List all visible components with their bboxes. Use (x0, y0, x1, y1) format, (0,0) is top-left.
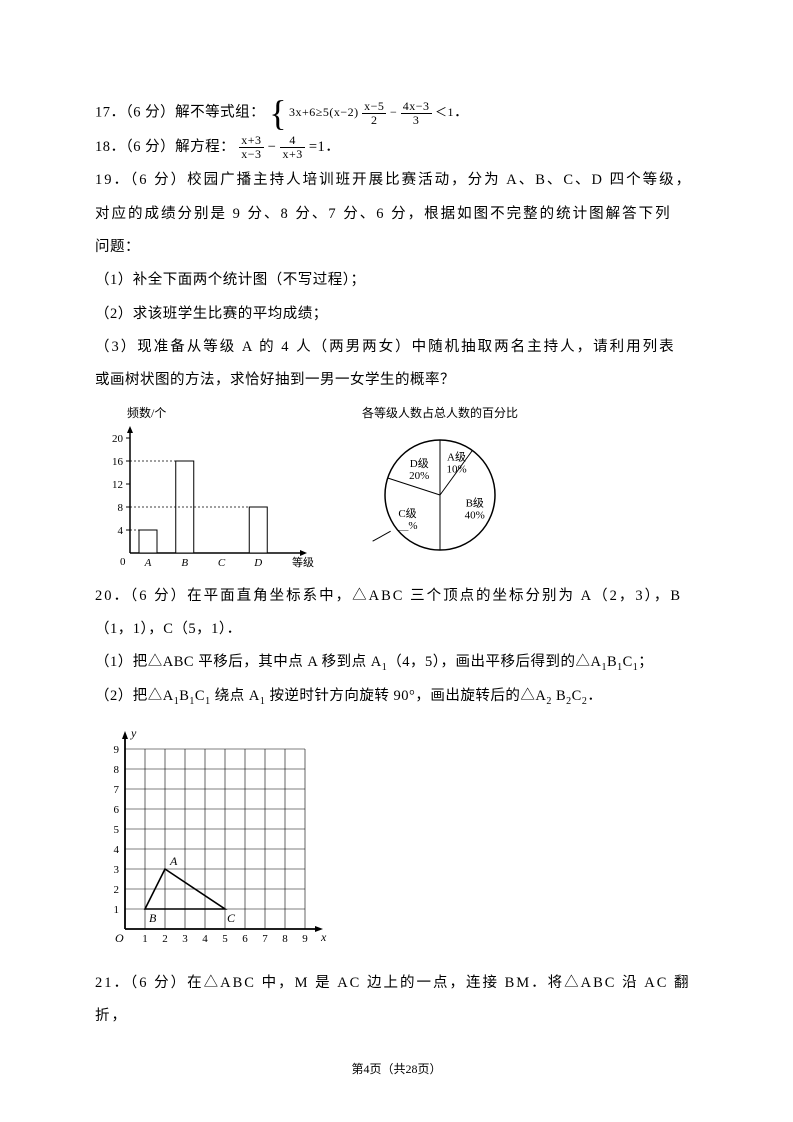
q19-s2: （2）求该班学生比赛的平均成绩； (95, 298, 698, 331)
svg-text:3: 3 (114, 864, 120, 876)
coord-grid: 1 1 2 2 3 3 4 4 5 5 6 6 7 7 8 8 9 9 Ox y A B C (95, 719, 698, 959)
pie-chart-svg: A级10% B级40% C级＿% D级20% (355, 425, 525, 565)
q17-label: 17．（6 分）解不等式组： (95, 104, 265, 120)
svg-text:6: 6 (242, 933, 248, 945)
q20-l1: 20．（6 分）在平面直角坐标系中，△ABC 三个顶点的坐标分别为 A（2，3）… (95, 580, 698, 613)
svg-text:A级: A级 (447, 450, 466, 463)
q19-l2: 对应的成绩分别是 9 分、8 分、7 分、6 分，根据如图不完整的统计图解答下列 (95, 198, 698, 231)
bar-chart-svg: 4 8 12 16 20 0 A B C D 等级 (95, 423, 315, 573)
svg-text:B级: B级 (466, 496, 484, 509)
q19-s1: （1）补全下面两个统计图（不写过程）； (95, 264, 698, 297)
q17-system: 3x+6≥5(x−2) x−52 − 4x−33 ＜1 (289, 99, 454, 127)
svg-text:C级: C级 (398, 507, 416, 520)
svg-text:1: 1 (114, 904, 120, 916)
svg-text:x: x (320, 930, 327, 944)
svg-text:等级: 等级 (292, 555, 314, 569)
svg-text:B: B (181, 557, 188, 569)
svg-text:4: 4 (202, 933, 208, 945)
svg-text:4: 4 (114, 844, 120, 856)
svg-text:40%: 40% (465, 509, 485, 521)
q19-l3: 问题： (95, 231, 698, 264)
q18-label: 18．（6 分）解方程： (95, 139, 235, 155)
svg-text:5: 5 (222, 933, 228, 945)
frac: x+3x−3 (239, 134, 263, 161)
svg-text:2: 2 (162, 933, 168, 945)
q19-l1: 19．（6 分）校园广播主持人培训班开展比赛活动，分为 A、B、C、D 四个等级… (95, 164, 698, 197)
svg-text:D: D (253, 557, 262, 569)
svg-text:8: 8 (114, 764, 120, 776)
pie-title: 各等级人数占总人数的百分比 (355, 404, 525, 421)
bar-y-title: 频数/个 (127, 404, 315, 421)
frac: 4x−33 (401, 100, 432, 127)
svg-text:5: 5 (114, 824, 120, 836)
svg-text:20%: 20% (409, 470, 429, 482)
svg-text:0: 0 (120, 556, 126, 568)
grid-svg: 1 1 2 2 3 3 4 4 5 5 6 6 7 7 8 8 9 9 Ox y A B C (95, 719, 345, 954)
q20-s1: （1）把△ABC 平移后，其中点 A 移到点 A1（4，5），画出平移后得到的△… (95, 646, 698, 679)
svg-text:16: 16 (112, 456, 124, 468)
q17-row1: 3x+6≥5(x−2) (289, 105, 359, 119)
svg-text:C: C (218, 557, 226, 569)
page-footer: 第4页（共28页） (0, 1060, 793, 1077)
svg-text:C: C (227, 911, 236, 925)
svg-text:B: B (149, 911, 157, 925)
svg-text:D级: D级 (410, 457, 429, 470)
brace-icon: { (269, 95, 289, 131)
q19-s4: 或画树状图的方法，求恰好抽到一男一女学生的概率？ (95, 364, 698, 397)
pie-chart: 各等级人数占总人数的百分比 A级10% B级40% C级＿% D级20% (355, 404, 525, 570)
svg-text:＿%: ＿% (397, 520, 417, 532)
svg-text:9: 9 (302, 933, 308, 945)
bar-chart: 频数/个 4 8 12 16 20 0 A B C D 等级 (95, 404, 315, 578)
svg-text:8: 8 (282, 933, 288, 945)
svg-text:2: 2 (114, 884, 120, 896)
svg-text:9: 9 (114, 744, 120, 756)
svg-text:8: 8 (118, 502, 124, 514)
svg-text:3: 3 (182, 933, 188, 945)
svg-text:4: 4 (118, 525, 124, 537)
svg-text:1: 1 (142, 933, 148, 945)
frac: x−52 (362, 100, 386, 127)
figures-row: 频数/个 4 8 12 16 20 0 A B C D 等级 各等级人数占总人数的百分比 A级10%… (95, 404, 698, 578)
page: 17．（6 分）解不等式组： { 3x+6≥5(x−2) x−52 − 4x−3… (0, 0, 793, 1122)
frac: 4x+3 (280, 134, 304, 161)
q17: 17．（6 分）解不等式组： { 3x+6≥5(x−2) x−52 − 4x−3… (95, 95, 698, 131)
q21-l1: 21．（6 分）在△ABC 中，M 是 AC 边上的一点，连接 BM．将△ABC… (95, 967, 698, 1034)
svg-text:7: 7 (262, 933, 268, 945)
svg-text:O: O (115, 931, 124, 945)
q19-s3: （3）现准备从等级 A 的 4 人（两男两女）中随机抽取两名主持人，请利用列表 (95, 331, 698, 364)
svg-text:6: 6 (114, 804, 120, 816)
svg-text:12: 12 (112, 479, 123, 491)
svg-text:20: 20 (112, 433, 124, 445)
q17-row2: x−52 − 4x−33 ＜1 (362, 105, 454, 119)
svg-text:A: A (169, 854, 178, 868)
svg-text:y: y (130, 726, 137, 740)
svg-text:7: 7 (114, 784, 120, 796)
q18: 18．（6 分）解方程： x+3x−3 − 4x+3 =1． (95, 131, 698, 164)
svg-text:10%: 10% (446, 463, 466, 475)
svg-text:A: A (144, 557, 152, 569)
q20-s2: （2）把△A1B1C1 绕点 A1 按逆时针方向旋转 90°，画出旋转后的△A2… (95, 680, 698, 713)
q20-l2: （1，1），C（5，1）． (95, 613, 698, 646)
